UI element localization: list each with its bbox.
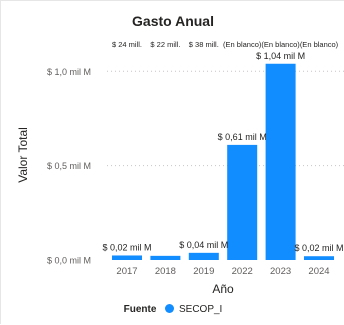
y-tick-label: $ 1,0 mil M — [47, 67, 91, 77]
top-labels: $ 24 mill. $ 22 mill. $ 38 mill. (En blanco… — [112, 40, 339, 49]
x-tick-label-2018: 2018 — [155, 266, 176, 277]
data-label-2023: $ 1,04 mil M — [256, 51, 305, 61]
data-label-2024: $ 0,02 mil M — [294, 243, 343, 253]
bar-2017[interactable] — [112, 255, 142, 260]
data-label-2019: $ 0,04 mil M — [179, 240, 228, 250]
legend: Fuente SECOP_I — [1, 304, 344, 315]
y-tick-label: $ 0,0 mil M — [47, 256, 91, 266]
bars — [112, 63, 334, 260]
bar-2019[interactable] — [188, 252, 219, 260]
x-axis-label: Año — [212, 282, 234, 296]
legend-item-label[interactable]: SECOP_I — [178, 304, 223, 315]
top-label-2017: $ 24 mill. — [112, 40, 142, 49]
bar-2022[interactable] — [227, 144, 258, 260]
x-tick-label-2017: 2017 — [116, 266, 137, 277]
bar-2018[interactable] — [150, 255, 181, 260]
gridlines — [107, 70, 344, 167]
data-label-2017: $ 0,02 mil M — [102, 242, 151, 252]
x-tick-label-2019: 2019 — [193, 266, 214, 277]
y-tick-label: $ 0,5 mil M — [47, 161, 91, 171]
data-label-2022: $ 0,61 mil M — [218, 132, 267, 142]
top-label-2022: (En blanco) — [223, 40, 262, 49]
top-label-2024: (En blanco) — [300, 40, 339, 49]
x-tick-label-2022: 2022 — [232, 266, 253, 277]
legend-title: Fuente — [123, 304, 157, 315]
y-axis-ticks: $ 0,0 mil M $ 0,5 mil M $ 1,0 mil M — [47, 67, 91, 266]
x-tick-label-2024: 2024 — [308, 266, 329, 277]
chart-title: Gasto Anual — [132, 13, 214, 29]
top-label-2019: $ 38 mill. — [189, 40, 219, 49]
top-label-2018: $ 22 mill. — [150, 40, 180, 49]
data-labels: $ 0,02 mil M $ 0,04 mil M $ 0,61 mil M $ 1,… — [102, 51, 343, 253]
top-label-2023: (En blanco) — [261, 40, 300, 49]
x-axis-ticks: 2017 2018 2019 2022 2023 2024 — [116, 266, 329, 277]
bar-2023[interactable] — [265, 63, 296, 260]
legend-swatch-icon — [165, 304, 175, 313]
bar-2024[interactable] — [304, 256, 334, 260]
y-axis-label: Valor Total — [16, 127, 30, 183]
x-tick-label-2023: 2023 — [270, 266, 291, 277]
